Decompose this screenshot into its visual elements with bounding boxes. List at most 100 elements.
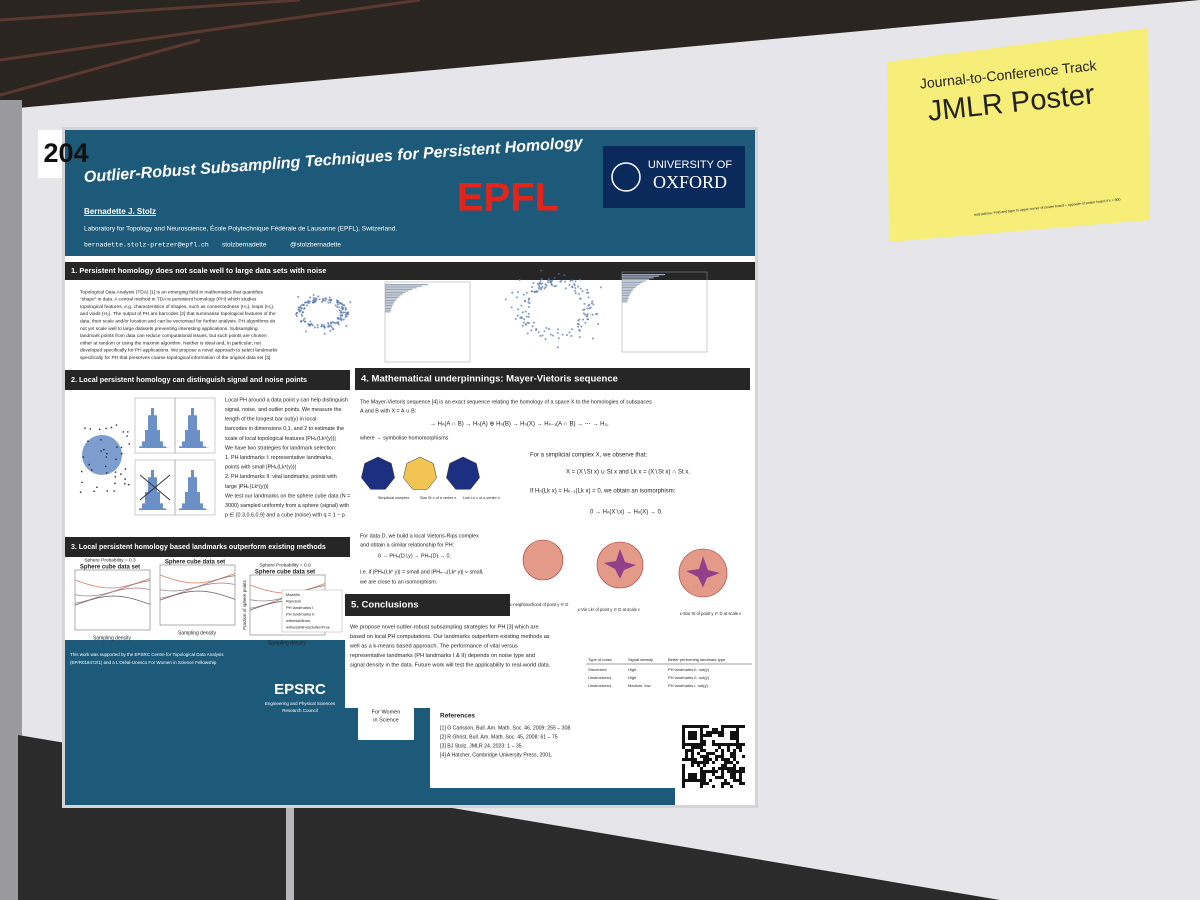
qr-module bbox=[706, 758, 709, 761]
qr-module bbox=[706, 731, 709, 734]
scatter-dot bbox=[553, 276, 556, 279]
scatter-dot bbox=[578, 336, 581, 339]
qr-module bbox=[685, 755, 688, 758]
scatter-dot bbox=[341, 308, 344, 311]
barcode-bar bbox=[622, 277, 654, 279]
scatter-dot bbox=[339, 301, 342, 304]
qr-module bbox=[691, 761, 694, 764]
reference: [2] R Ghrist, Bull. Am. Math. Soc. 45, 2… bbox=[440, 734, 558, 740]
qr-module bbox=[724, 758, 727, 761]
qr-module bbox=[706, 734, 709, 737]
section-heading-bar bbox=[345, 594, 510, 616]
scatter-dot bbox=[533, 290, 536, 293]
scatter-dot bbox=[535, 328, 538, 331]
scatter-dot bbox=[344, 315, 347, 318]
qr-module bbox=[709, 770, 712, 773]
qr-module bbox=[742, 743, 745, 746]
scatter-dot bbox=[538, 281, 541, 284]
scatter-dot bbox=[527, 315, 530, 318]
qr-module bbox=[700, 767, 703, 770]
barcode-bar bbox=[385, 290, 409, 292]
scatter-dot bbox=[121, 452, 123, 455]
qr-module bbox=[685, 725, 688, 728]
scatter-dot bbox=[332, 327, 335, 330]
scatter-dot bbox=[340, 314, 343, 317]
scatter-dot bbox=[522, 321, 525, 324]
scatter-dot bbox=[307, 301, 310, 304]
qr-module bbox=[691, 743, 694, 746]
qr-module bbox=[691, 779, 694, 782]
table-cell: PH landmarks I, out(y) bbox=[668, 683, 708, 688]
table-cell: PH landmarks II, out(y) bbox=[668, 667, 710, 672]
scatter-dot bbox=[510, 306, 513, 309]
scatter-dot bbox=[300, 313, 303, 316]
barcode-bar bbox=[622, 301, 628, 303]
histogram-bar bbox=[182, 441, 185, 448]
scatter-dot bbox=[341, 303, 344, 306]
qr-module bbox=[733, 752, 736, 755]
scatter-dot bbox=[100, 450, 102, 452]
scatter-dot bbox=[573, 284, 576, 287]
qr-module bbox=[682, 731, 685, 734]
body-text: length of the longest bar out(y) in loca… bbox=[225, 417, 316, 423]
qr-module bbox=[727, 743, 730, 746]
scatter-dot bbox=[520, 304, 523, 307]
scatter-dot bbox=[295, 315, 298, 318]
qr-module bbox=[715, 758, 718, 761]
table-cell: High bbox=[628, 667, 636, 672]
body-text: landmark points from data can reduce com… bbox=[80, 333, 267, 339]
scatter-dot bbox=[105, 456, 108, 458]
qr-module bbox=[703, 749, 706, 752]
histogram-bar bbox=[185, 430, 188, 448]
qr-module bbox=[691, 776, 694, 779]
qr-module bbox=[700, 740, 703, 743]
scatter-dot bbox=[323, 332, 326, 335]
barcode-bar bbox=[385, 303, 394, 305]
qr-module bbox=[688, 734, 691, 737]
section-heading: 4. Mathematical underpinnings: Mayer-Vie… bbox=[361, 374, 618, 385]
qr-module bbox=[721, 770, 724, 773]
qr-module bbox=[703, 782, 706, 785]
plot-line bbox=[159, 590, 236, 601]
section-heading: 5. Conclusions bbox=[351, 600, 419, 611]
qr-module bbox=[694, 758, 697, 761]
qr-module bbox=[697, 725, 700, 728]
scatter-dot bbox=[302, 311, 305, 314]
epsrc-logo-text: Research Council bbox=[282, 708, 318, 713]
qr-module bbox=[694, 761, 697, 764]
qr-module bbox=[709, 734, 712, 737]
qr-module bbox=[730, 755, 733, 758]
qr-module bbox=[733, 734, 736, 737]
qr-module bbox=[724, 782, 727, 785]
qr-module bbox=[700, 734, 703, 737]
scatter-dot bbox=[557, 337, 560, 340]
scatter-dot bbox=[582, 308, 585, 311]
qr-module bbox=[685, 758, 688, 761]
scatter-dot bbox=[329, 299, 332, 302]
barcode-bar bbox=[385, 308, 392, 310]
reference: [4] A Hatcher, Cambridge University Pres… bbox=[440, 752, 552, 758]
qr-module bbox=[715, 749, 718, 752]
scatter-dot bbox=[120, 473, 122, 475]
qr-module bbox=[721, 743, 724, 746]
qr-module bbox=[694, 776, 697, 779]
body-text: barcodes in dimensions 0,1, and 2 to est… bbox=[225, 426, 344, 432]
scatter-dot bbox=[321, 300, 324, 303]
qr-module bbox=[703, 734, 706, 737]
qr-module bbox=[700, 770, 703, 773]
scatter-dot bbox=[82, 456, 85, 458]
legend-entry: Random bbox=[286, 599, 302, 604]
qr-module bbox=[700, 743, 703, 746]
scatter-dot bbox=[563, 274, 566, 277]
qr-module bbox=[682, 782, 685, 785]
scatter-dot bbox=[106, 490, 108, 492]
women-in-science-logo bbox=[358, 676, 414, 740]
women-in-science-text: in Science bbox=[373, 717, 398, 723]
body-text: points with small |PHₖ(Lkᵋ(y))| bbox=[225, 465, 296, 471]
histogram-bar bbox=[203, 508, 206, 510]
scatter-dot bbox=[79, 491, 82, 493]
qr-module bbox=[733, 725, 736, 728]
qr-module bbox=[712, 761, 715, 764]
body-text: 2. PH landmarks II: vital landmarks, poi… bbox=[225, 474, 337, 480]
qr-module bbox=[688, 773, 691, 776]
